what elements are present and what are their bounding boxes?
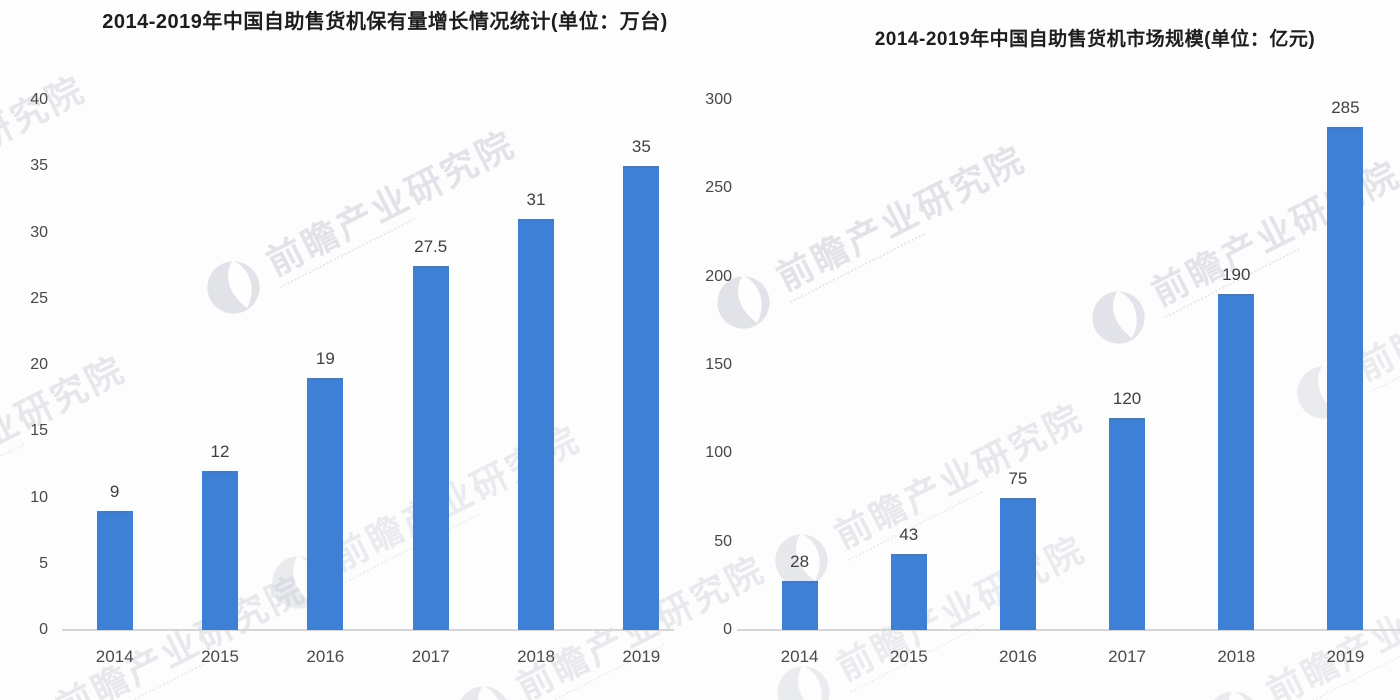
x-axis-category-label: 2015 — [889, 647, 928, 666]
bar — [890, 554, 927, 630]
bar — [1327, 126, 1364, 630]
y-axis-tick-label: 150 — [705, 356, 732, 373]
x-axis-category-label: 2015 — [201, 647, 239, 666]
bar — [307, 378, 344, 630]
bar-value-label: 43 — [899, 525, 919, 545]
y-axis-tick-label: 40 — [30, 91, 48, 108]
bar — [96, 510, 133, 630]
bar-value-label: 27.5 — [414, 236, 448, 256]
y-axis-tick-label: 35 — [30, 157, 48, 175]
x-axis-category-label: 2017 — [411, 647, 450, 666]
bar-value-label: 190 — [1222, 265, 1251, 285]
y-axis-tick-label: 200 — [705, 267, 732, 285]
holdings-bar-chart: 2014-2019年中国自助售货机保有量增长情况统计(单位：万台) 0 5 10 15 2… — [30, 11, 674, 666]
y-axis-tick-label: 20 — [30, 356, 48, 373]
x-axis-category-label: 2014 — [95, 647, 134, 666]
bar — [1218, 294, 1255, 630]
y-axis-tick-label: 10 — [30, 488, 48, 506]
x-axis-category-label: 2019 — [1326, 647, 1365, 666]
bar-value-label: 35 — [631, 137, 651, 157]
x-axis-category-label: 2016 — [306, 647, 345, 666]
chart-title: 2014-2019年中国自助售货机保有量增长情况统计(单位：万台) — [102, 11, 668, 33]
bar-value-label: 120 — [1112, 389, 1142, 408]
bar — [412, 265, 449, 630]
y-axis-tick-label: 5 — [39, 554, 48, 572]
y-axis-tick-label: 100 — [705, 444, 732, 462]
bar — [623, 166, 660, 630]
y-axis-tick-label: 250 — [705, 179, 732, 197]
y-axis-tick-label: 25 — [30, 289, 48, 307]
x-axis-category-label: 2014 — [780, 647, 819, 666]
bar-value-label: 75 — [1008, 468, 1028, 488]
x-axis-category-label: 2016 — [998, 647, 1037, 666]
bar — [1109, 418, 1146, 630]
x-axis-category-label: 2018 — [517, 647, 555, 666]
chart-title: 2014-2019年中国自助售货机市场规模(单位：亿元) — [874, 29, 1316, 50]
bar-value-label: 31 — [526, 190, 546, 210]
y-axis-tick-label: 0 — [723, 621, 732, 638]
y-axis-tick-label: 50 — [714, 532, 732, 550]
bar — [999, 497, 1036, 630]
x-axis-baseline — [737, 629, 1400, 631]
bar-value-label: 12 — [210, 442, 230, 461]
bar-value-label: 285 — [1331, 97, 1360, 117]
x-axis-category-label: 2019 — [622, 647, 661, 666]
bar-value-label: 19 — [315, 349, 335, 369]
x-axis-baseline — [62, 629, 674, 631]
bar — [518, 219, 554, 630]
y-axis-tick-label: 0 — [39, 621, 48, 638]
bar — [202, 471, 238, 630]
market-size-bar-chart: 2014-2019年中国自助售货机市场规模(单位：亿元) 0 50 100 150 200… — [700, 0, 1400, 700]
y-axis-tick-label: 300 — [705, 91, 732, 108]
bar — [781, 580, 818, 630]
x-axis-category-label: 2018 — [1217, 647, 1256, 666]
y-axis-tick-label: 30 — [30, 223, 48, 241]
y-axis-tick-label: 15 — [30, 422, 48, 440]
bar-value-label: 9 — [109, 481, 120, 501]
bar-value-label: 28 — [790, 551, 810, 571]
x-axis-category-label: 2017 — [1108, 647, 1146, 666]
